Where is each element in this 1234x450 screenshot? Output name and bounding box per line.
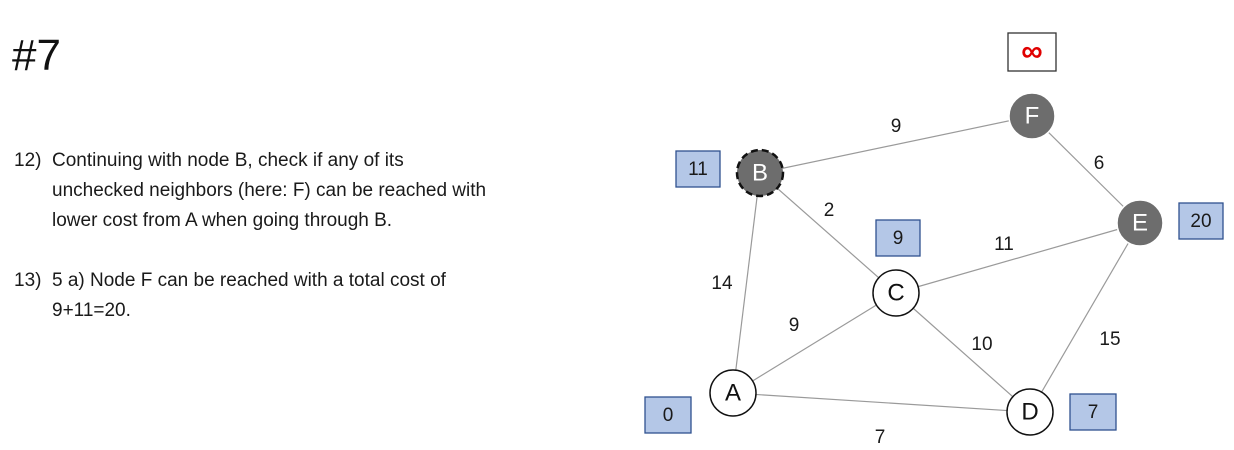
edge-weight-A-C: 9 [789,315,800,336]
cost-label-E: 20 [1190,211,1211,232]
edge-C-E [895,222,1141,294]
node-C [872,269,920,317]
node-F [1008,92,1056,140]
step-line: 5 a) Node F can be reached with a total … [52,270,446,291]
cost-box-C [875,219,921,257]
cost-box-A [644,396,692,434]
edge-E-D [1029,222,1141,413]
node-B [735,148,785,198]
node-label-E: E [1132,209,1148,236]
node-label-B: B [752,159,768,186]
edge-B-C [759,172,897,294]
cost-box-F [1007,32,1057,72]
edge-B-F [759,115,1033,174]
instruction-steps: 12) Continuing with node B, check if any… [14,146,614,356]
edge-A-C [732,292,897,394]
edge-weight-A-B: 14 [711,273,733,294]
cost-label-B: 11 [688,159,708,180]
node-label-F: F [1025,102,1040,129]
step-number: 13) [14,270,42,291]
step-text: 5 a) Node F can be reached with a total … [52,266,614,326]
edge-weight-B-C: 2 [824,200,835,221]
node-D [1006,388,1054,436]
edge-weight-C-D: 10 [971,334,992,355]
node-label-D: D [1021,398,1038,425]
slide-title: #7 [12,31,61,80]
cost-box-B [675,150,721,188]
step-line: 9+11=20. [52,300,131,321]
cost-label-C: 9 [893,228,904,249]
cost-label-F: ∞ [1021,35,1042,68]
edge-F-E [1031,115,1141,224]
step-text: Continuing with node B, check if any of … [52,146,614,236]
cost-label-D: 7 [1088,402,1099,423]
step-line: Continuing with node B, check if any of … [52,150,404,171]
edge-weight-B-F: 9 [891,116,902,137]
step-line: lower cost from A when going through B. [52,210,393,231]
node-label-A: A [725,379,741,406]
edge-weight-C-E: 11 [994,234,1014,255]
edge-C-D [895,292,1031,413]
edge-weight-F-E: 6 [1094,153,1105,174]
step-13: 13) 5 a) Node F can be reached with a to… [14,266,614,326]
step-number: 12) [14,150,42,171]
edge-A-B [732,172,761,394]
node-A [709,369,757,417]
step-12: 12) Continuing with node B, check if any… [14,146,614,236]
cost-label-A: 0 [663,405,674,426]
cost-box-D [1069,393,1117,431]
edge-A-D [732,392,1031,413]
edge-weight-A-D: 7 [875,427,886,448]
node-E [1116,199,1164,247]
node-label-C: C [887,279,904,306]
step-line: unchecked neighbors (here: F) can be rea… [52,180,487,201]
cost-box-E [1178,202,1224,240]
edge-weight-E-D: 15 [1099,329,1120,350]
